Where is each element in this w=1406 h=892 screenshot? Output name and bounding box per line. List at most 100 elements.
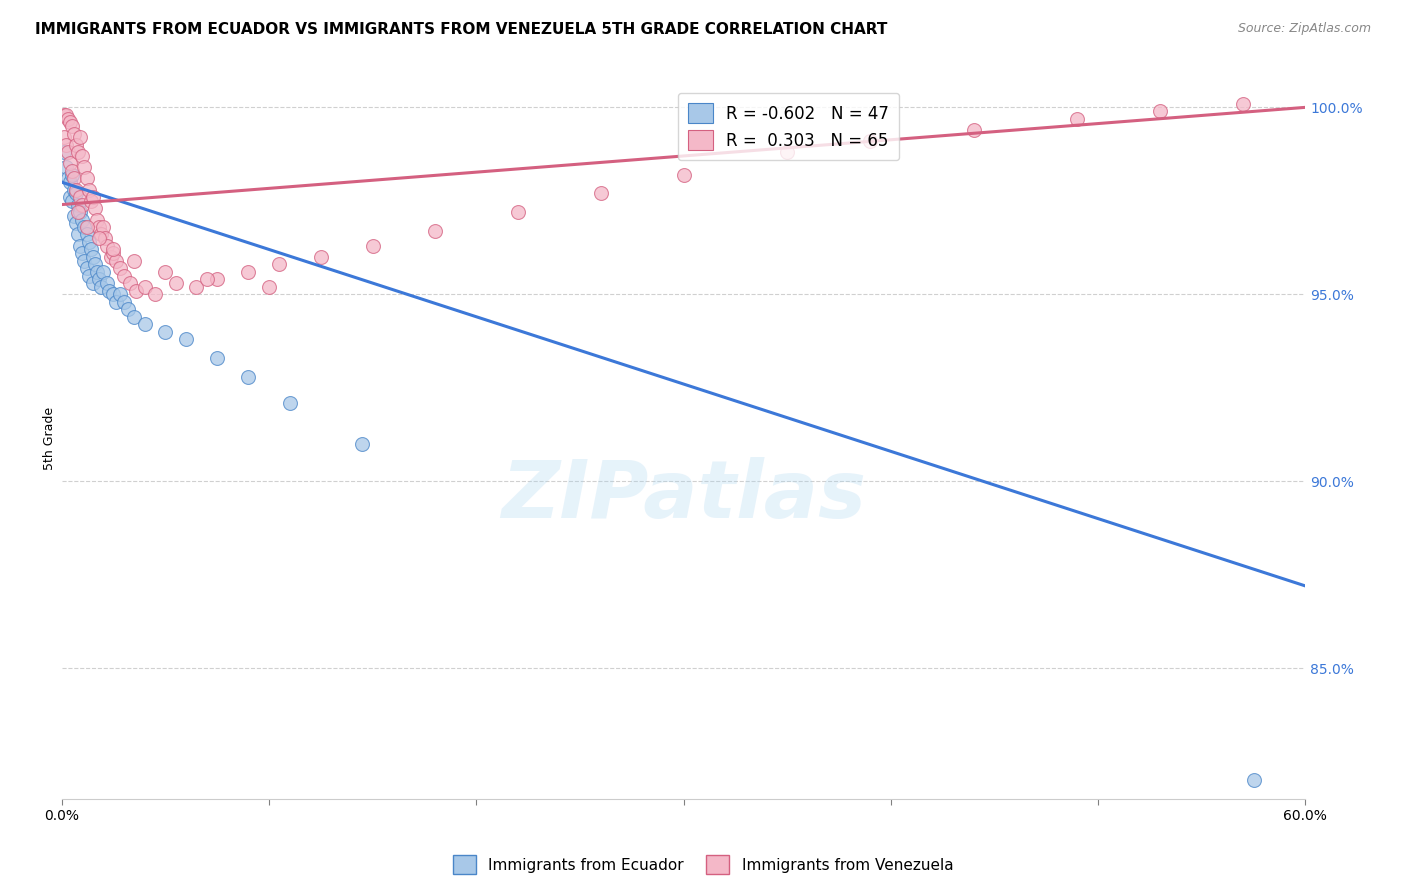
Point: [1232, 96, 1254, 111]
Point: [56, 145, 79, 160]
Point: [96, 238, 118, 252]
Point: [90, 227, 112, 242]
Point: [82, 276, 104, 290]
Point: [143, 287, 166, 301]
Point: [55, 137, 77, 152]
Point: [65, 183, 87, 197]
Point: [103, 246, 125, 260]
Point: [278, 395, 301, 409]
Point: [86, 212, 108, 227]
Text: Source: ZipAtlas.com: Source: ZipAtlas.com: [1237, 22, 1371, 36]
Point: [90, 280, 112, 294]
Point: [69, 238, 91, 252]
Point: [112, 294, 135, 309]
Point: [104, 253, 127, 268]
Point: [59, 156, 82, 170]
Point: [423, 224, 446, 238]
Point: [67, 205, 90, 219]
Point: [59, 190, 82, 204]
Point: [87, 272, 110, 286]
Point: [174, 332, 197, 346]
Point: [72, 212, 94, 227]
Point: [72, 149, 94, 163]
Point: [76, 227, 98, 242]
Point: [77, 268, 100, 283]
Point: [59, 175, 82, 189]
Text: IMMIGRANTS FROM ECUADOR VS IMMIGRANTS FROM VENEZUELA 5TH GRADE CORRELATION CHART: IMMIGRANTS FROM ECUADOR VS IMMIGRANTS FR…: [35, 22, 887, 37]
Point: [352, 437, 374, 451]
Point: [83, 257, 105, 271]
Point: [91, 265, 114, 279]
Point: [589, 186, 612, 201]
Point: [73, 253, 96, 268]
Point: [776, 145, 799, 160]
Point: [195, 272, 218, 286]
Point: [77, 235, 100, 249]
Point: [86, 265, 108, 279]
Point: [103, 287, 125, 301]
Point: [112, 268, 135, 283]
Point: [63, 209, 86, 223]
Point: [134, 317, 156, 331]
Point: [87, 219, 110, 234]
Point: [52, 108, 75, 122]
Point: [76, 171, 98, 186]
Point: [1243, 773, 1265, 788]
Point: [56, 112, 79, 126]
Point: [108, 261, 131, 276]
Point: [205, 351, 228, 365]
Point: [125, 284, 148, 298]
Point: [134, 280, 156, 294]
Point: [238, 369, 260, 384]
Point: [361, 238, 384, 252]
Point: [672, 168, 695, 182]
Legend: Immigrants from Ecuador, Immigrants from Venezuela: Immigrants from Ecuador, Immigrants from…: [447, 849, 959, 880]
Point: [104, 294, 127, 309]
Point: [122, 310, 145, 324]
Point: [238, 265, 260, 279]
Point: [98, 284, 121, 298]
Point: [83, 202, 105, 216]
Legend: R = -0.602   N = 47, R =  0.303   N = 65: R = -0.602 N = 47, R = 0.303 N = 65: [678, 93, 898, 161]
Point: [205, 272, 228, 286]
Point: [117, 302, 139, 317]
Point: [94, 231, 117, 245]
Point: [59, 115, 82, 129]
Point: [63, 127, 86, 141]
Point: [72, 197, 94, 211]
Point: [52, 145, 75, 160]
Text: ZIPatlas: ZIPatlas: [501, 457, 866, 535]
Point: [63, 183, 86, 197]
Point: [69, 205, 91, 219]
Point: [963, 122, 986, 136]
Point: [80, 194, 103, 208]
Point: [67, 145, 90, 160]
Point: [859, 134, 882, 148]
Point: [67, 197, 90, 211]
Point: [82, 250, 104, 264]
Point: [1149, 104, 1171, 119]
Point: [120, 276, 142, 290]
Point: [55, 160, 77, 174]
Point: [72, 246, 94, 260]
Point: [269, 257, 291, 271]
Point: [100, 250, 122, 264]
Point: [76, 219, 98, 234]
Point: [60, 168, 83, 182]
Point: [55, 108, 77, 122]
Point: [69, 190, 91, 204]
Point: [65, 216, 87, 230]
Point: [73, 160, 96, 174]
Point: [96, 276, 118, 290]
Point: [69, 130, 91, 145]
Point: [506, 205, 529, 219]
Point: [103, 243, 125, 257]
Point: [52, 130, 75, 145]
Point: [60, 164, 83, 178]
Point: [155, 325, 177, 339]
Y-axis label: 5th Grade: 5th Grade: [44, 407, 56, 470]
Point: [122, 253, 145, 268]
Point: [165, 276, 187, 290]
Point: [65, 186, 87, 201]
Point: [67, 227, 90, 242]
